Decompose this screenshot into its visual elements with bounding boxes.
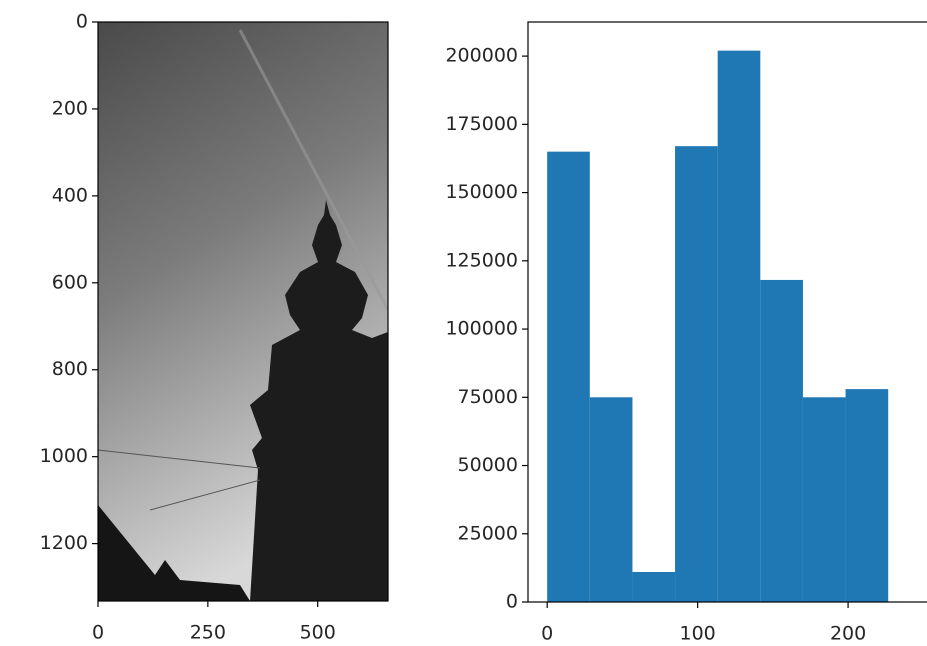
y-tick-label: 400	[52, 184, 88, 206]
y-tick-label: 175000	[445, 113, 518, 135]
axes-frame	[97, 21, 389, 602]
y-tick-label: 200	[52, 97, 88, 119]
x-tick-label: 100	[679, 623, 715, 645]
histogram-bar	[675, 146, 718, 602]
y-tick-label: 50000	[458, 454, 518, 476]
histogram-bar	[547, 151, 590, 602]
y-tick-label: 200000	[445, 45, 518, 67]
y-tick-label: 800	[52, 358, 88, 380]
y-tick-label: 1000	[40, 445, 88, 467]
histogram-bar	[845, 389, 889, 602]
y-tick-label: 150000	[445, 181, 518, 203]
x-tick-label: 200	[830, 623, 866, 645]
histogram-bar	[760, 279, 803, 602]
histogram-bar	[589, 397, 633, 602]
axes-frame	[527, 21, 927, 603]
histogram-bar	[802, 397, 846, 602]
photo	[98, 22, 388, 601]
histogram-bar	[632, 571, 676, 602]
x-tick-label: 0	[92, 622, 104, 644]
y-tick-label: 125000	[445, 249, 518, 271]
x-tick-label: 0	[541, 623, 553, 645]
x-tick-label: 500	[300, 622, 336, 644]
y-tick-label: 0	[76, 11, 88, 33]
y-tick-label: 0	[506, 591, 518, 613]
x-tick-label: 250	[190, 622, 226, 644]
y-tick-label: 75000	[458, 386, 518, 408]
y-tick-label: 1200	[40, 532, 88, 554]
y-tick-label: 600	[52, 271, 88, 293]
histogram-bar	[717, 50, 761, 603]
y-tick-label: 25000	[458, 522, 518, 544]
y-tick-label: 100000	[445, 318, 518, 340]
